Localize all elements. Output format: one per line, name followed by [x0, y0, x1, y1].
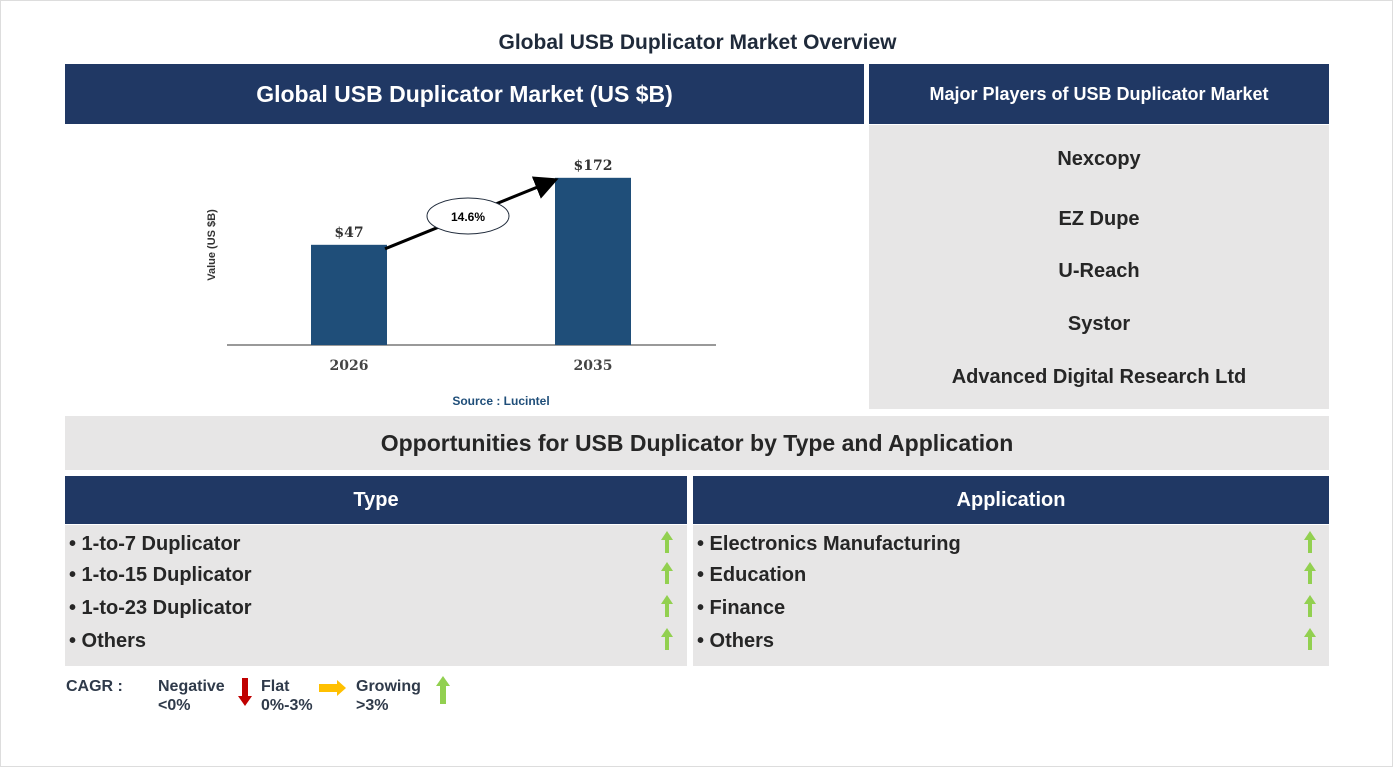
list-item: • 1-to-23 Duplicator — [69, 597, 252, 619]
legend-negative-label: Negative — [158, 678, 225, 695]
x-tick-label: 2026 — [330, 358, 369, 374]
player-item: U-Reach — [1058, 260, 1140, 282]
bar-2035 — [555, 177, 631, 345]
player-item: EZ Dupe — [1058, 208, 1140, 230]
application-header: Application — [693, 476, 1329, 524]
player-item: Systor — [1067, 313, 1131, 335]
list-item: • 1-to-7 Duplicator — [69, 533, 241, 555]
legend-negative: Negative <0% — [158, 677, 225, 715]
up-arrow-icon — [661, 562, 673, 584]
legend-cagr-label: CAGR : — [66, 678, 123, 695]
list-item: • Others — [69, 630, 147, 652]
opportunities-header: Opportunities for USB Duplicator by Type… — [65, 416, 1329, 470]
legend-negative-range: <0% — [158, 697, 191, 714]
list-item: • Others — [697, 630, 775, 652]
down-arrow-icon — [238, 678, 252, 706]
legend-growing-label: Growing — [356, 678, 421, 695]
type-list: • 1-to-7 Duplicator • 1-to-15 Duplicator •… — [65, 525, 687, 666]
legend-growing: Growing >3% — [356, 677, 421, 715]
up-arrow-icon — [436, 676, 450, 704]
up-arrow-icon — [661, 595, 673, 617]
legend-flat: Flat 0%-3% — [261, 677, 313, 715]
legend-flat-range: 0%-3% — [261, 697, 313, 714]
bar-chart: Value (US $B) $47 2026 $172 2035 14.6% Sourc… — [206, 158, 716, 408]
player-item: Nexcopy — [1057, 148, 1141, 170]
list-item: • Finance — [697, 597, 786, 619]
x-tick-label: 2035 — [574, 358, 613, 374]
up-arrow-icon — [1304, 595, 1316, 617]
players-header: Major Players of USB Duplicator Market — [869, 64, 1329, 124]
list-item: • 1-to-15 Duplicator — [69, 564, 252, 586]
up-arrow-icon — [1304, 628, 1316, 650]
type-header: Type — [65, 476, 687, 524]
legend-growing-range: >3% — [356, 697, 389, 714]
list-item: • Education — [697, 564, 807, 586]
up-arrow-icon — [661, 531, 673, 553]
list-item: • Electronics Manufacturing — [697, 533, 961, 555]
application-list: • Electronics Manufacturing • Education • … — [693, 525, 1329, 666]
data-label: $172 — [574, 158, 613, 174]
data-label: $47 — [334, 225, 363, 241]
page-title: Global USB Duplicator Market Overview — [498, 31, 897, 54]
source-label: Source : Lucintel — [452, 394, 549, 408]
right-arrow-icon — [319, 680, 346, 696]
bar-2026 — [311, 244, 387, 345]
up-arrow-icon — [661, 628, 673, 650]
y-axis-label: Value (US $B) — [206, 209, 218, 281]
cagr-annotation: 14.6% — [451, 210, 485, 224]
legend-flat-label: Flat — [261, 678, 290, 695]
chart-header: Global USB Duplicator Market (US $B) — [65, 64, 864, 124]
up-arrow-icon — [1304, 531, 1316, 553]
player-item: Advanced Digital Research Ltd — [951, 366, 1247, 388]
cagr-bubble — [426, 197, 510, 235]
up-arrow-icon — [1304, 562, 1316, 584]
players-list: Nexcopy EZ Dupe U-Reach Systor Advanced … — [869, 125, 1329, 409]
